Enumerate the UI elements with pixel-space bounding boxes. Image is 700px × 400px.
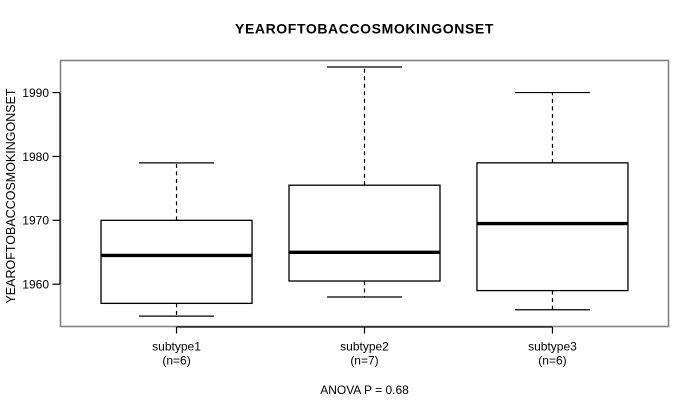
y-tick-label: 1960 <box>22 278 49 292</box>
category-sublabel: (n=7) <box>350 354 378 368</box>
category-sublabel: (n=6) <box>538 354 566 368</box>
y-axis-label: YEAROFTOBACCOSMOKINGONSET <box>4 88 18 303</box>
category-label: subtype2 <box>340 340 389 354</box>
plot-area: 1960197019801990subtype1(n=6)subtype2(n=… <box>22 59 670 368</box>
box-group-subtype2: subtype2(n=7) <box>288 66 441 368</box>
iqr-box <box>288 184 441 282</box>
category-label: subtype3 <box>528 340 577 354</box>
y-tick-label: 1980 <box>22 150 49 164</box>
category-label: subtype1 <box>152 340 201 354</box>
y-tick-label: 1970 <box>22 214 49 228</box>
iqr-box <box>100 219 253 305</box>
box-group-subtype1: subtype1(n=6) <box>100 162 253 368</box>
y-tick-label: 1990 <box>22 86 49 100</box>
chart-title: YEAROFTOBACCOSMOKINGONSET <box>235 21 494 37</box>
iqr-box <box>476 162 629 292</box>
category-sublabel: (n=6) <box>162 354 190 368</box>
box-group-subtype3: subtype3(n=6) <box>476 91 629 368</box>
anova-annotation: ANOVA P = 0.68 <box>320 383 409 397</box>
